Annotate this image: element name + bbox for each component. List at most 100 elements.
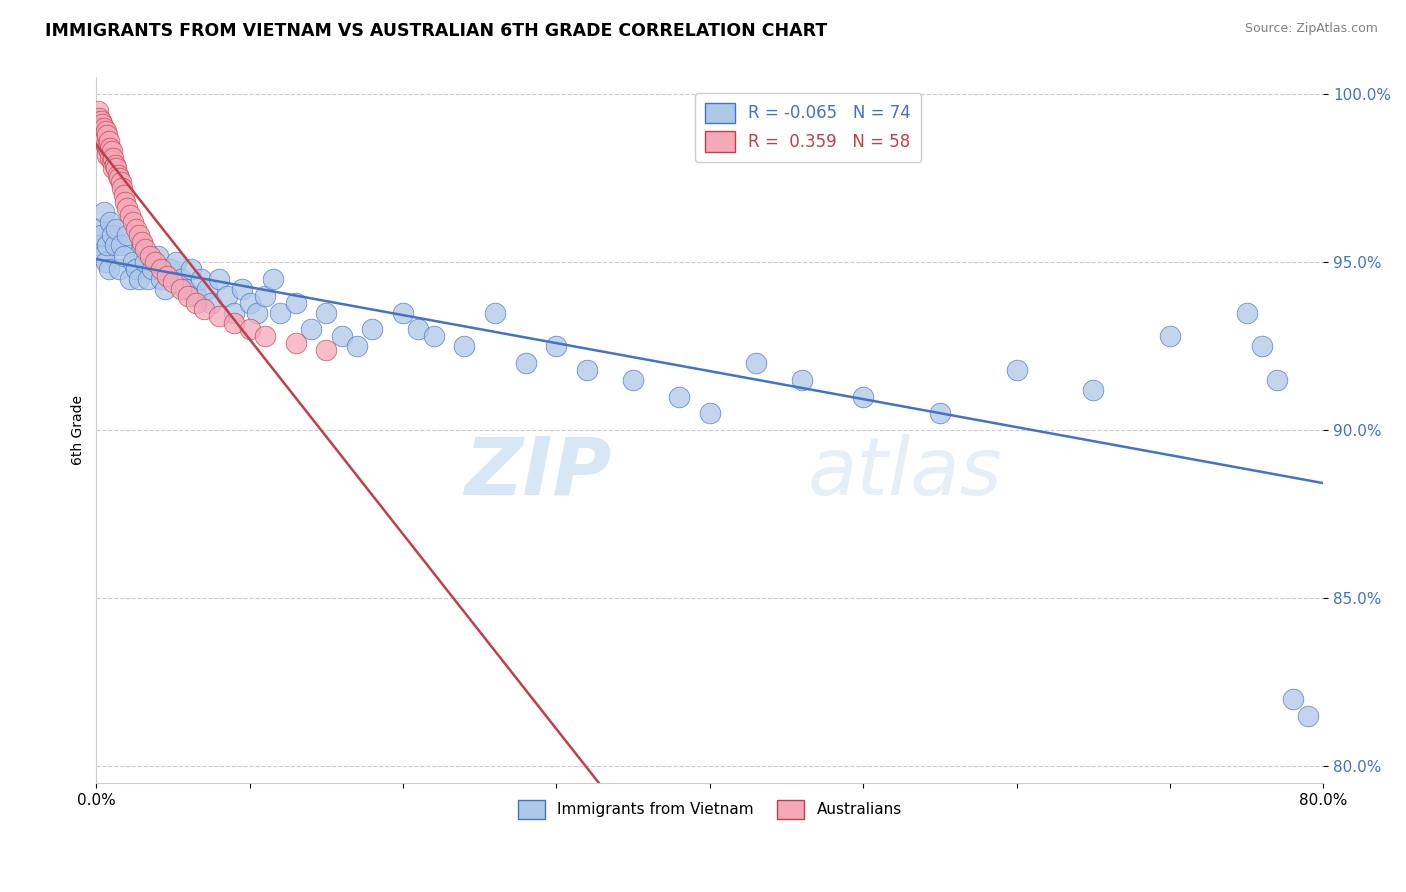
Point [208, 272, 231, 286]
Point [139, 248, 162, 262]
Point [170, 272, 193, 286]
Point [165, 255, 187, 269]
Point [1083, 383, 1105, 397]
Point [111, 181, 134, 195]
Point [120, 272, 142, 286]
Point [97, 262, 120, 277]
Point [112, 188, 135, 202]
Point [200, 295, 222, 310]
Point [98, 215, 121, 229]
Point [91, 124, 114, 138]
Point [98, 141, 121, 155]
Point [1281, 692, 1303, 706]
Point [89, 238, 111, 252]
Point [1296, 709, 1319, 723]
Point [195, 282, 218, 296]
Point [96, 147, 118, 161]
Text: IMMIGRANTS FROM VIETNAM VS AUSTRALIAN 6TH GRADE CORRELATION CHART: IMMIGRANTS FROM VIETNAM VS AUSTRALIAN 6T… [45, 22, 827, 40]
Point [94, 124, 117, 138]
Point [87, 120, 110, 135]
Point [1265, 373, 1288, 387]
Point [91, 118, 114, 132]
Point [159, 262, 181, 277]
Point [269, 305, 291, 319]
Point [315, 305, 337, 319]
Point [515, 356, 537, 370]
Point [110, 175, 132, 189]
Point [122, 255, 145, 269]
Point [90, 120, 112, 135]
Point [90, 228, 112, 243]
Point [239, 322, 262, 336]
Point [125, 262, 148, 277]
Point [104, 238, 127, 252]
Point [177, 289, 200, 303]
Point [87, 221, 110, 235]
Point [91, 248, 114, 262]
Point [408, 322, 430, 336]
Point [112, 248, 135, 262]
Point [361, 322, 384, 336]
Point [246, 305, 269, 319]
Point [97, 145, 120, 159]
Point [392, 305, 415, 319]
Point [128, 228, 150, 243]
Point [149, 272, 172, 286]
Point [93, 134, 115, 148]
Point [576, 363, 599, 377]
Point [484, 305, 506, 319]
Point [103, 151, 125, 165]
Point [115, 202, 138, 216]
Point [852, 390, 875, 404]
Point [96, 238, 118, 252]
Y-axis label: 6th Grade: 6th Grade [72, 395, 86, 466]
Point [190, 272, 212, 286]
Point [94, 137, 117, 152]
Point [254, 329, 277, 343]
Point [284, 295, 307, 310]
Point [224, 316, 246, 330]
Point [262, 272, 284, 286]
Point [128, 272, 150, 286]
Point [208, 309, 231, 323]
Text: ZIP: ZIP [464, 434, 612, 512]
Point [122, 215, 145, 229]
Point [1236, 305, 1258, 319]
Point [156, 268, 179, 283]
Point [110, 238, 132, 252]
Point [162, 276, 184, 290]
Point [108, 171, 131, 186]
Point [96, 141, 118, 155]
Point [91, 131, 114, 145]
Point [699, 406, 721, 420]
Point [155, 282, 177, 296]
Point [546, 339, 568, 353]
Point [315, 343, 337, 357]
Point [254, 289, 277, 303]
Point [146, 248, 169, 262]
Point [90, 128, 112, 142]
Point [89, 120, 111, 135]
Point [745, 356, 768, 370]
Point [239, 295, 262, 310]
Point [97, 134, 120, 148]
Point [105, 221, 128, 235]
Point [174, 282, 197, 296]
Point [346, 339, 368, 353]
Text: atlas: atlas [808, 434, 1002, 512]
Point [138, 272, 160, 286]
Point [193, 302, 215, 317]
Point [231, 282, 253, 296]
Point [125, 221, 148, 235]
Point [1251, 339, 1274, 353]
Point [1159, 329, 1181, 343]
Point [100, 154, 122, 169]
Point [141, 262, 163, 277]
Point [180, 262, 202, 277]
Point [621, 373, 644, 387]
Point [89, 128, 111, 142]
Point [100, 228, 122, 243]
Point [224, 305, 246, 319]
Point [1005, 363, 1028, 377]
Point [115, 228, 138, 243]
